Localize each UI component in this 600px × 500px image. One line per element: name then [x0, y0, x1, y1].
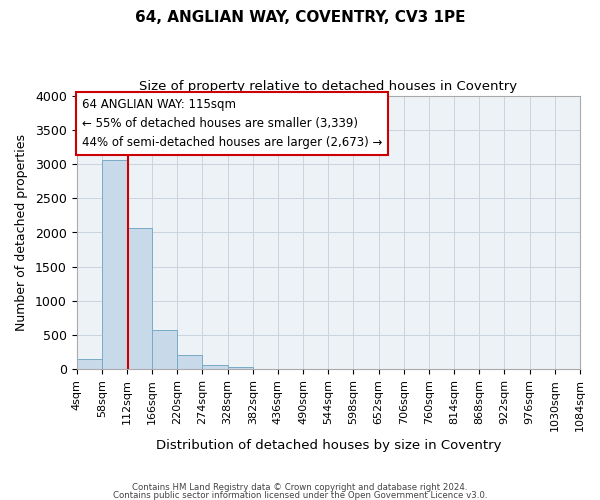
Title: Size of property relative to detached houses in Coventry: Size of property relative to detached ho… [139, 80, 517, 93]
Bar [227, 367, 253, 370]
Bar [102, 160, 127, 370]
Bar [202, 365, 227, 370]
Y-axis label: Number of detached properties: Number of detached properties [15, 134, 28, 331]
Bar [77, 359, 102, 370]
Bar [177, 356, 202, 370]
Text: Contains HM Land Registry data © Crown copyright and database right 2024.: Contains HM Land Registry data © Crown c… [132, 484, 468, 492]
Bar [152, 330, 177, 370]
Text: Contains public sector information licensed under the Open Government Licence v3: Contains public sector information licen… [113, 490, 487, 500]
Text: 64 ANGLIAN WAY: 115sqm
← 55% of detached houses are smaller (3,339)
44% of semi-: 64 ANGLIAN WAY: 115sqm ← 55% of detached… [82, 98, 382, 150]
X-axis label: Distribution of detached houses by size in Coventry: Distribution of detached houses by size … [155, 440, 501, 452]
Text: 64, ANGLIAN WAY, COVENTRY, CV3 1PE: 64, ANGLIAN WAY, COVENTRY, CV3 1PE [135, 10, 465, 25]
Bar [127, 228, 152, 370]
